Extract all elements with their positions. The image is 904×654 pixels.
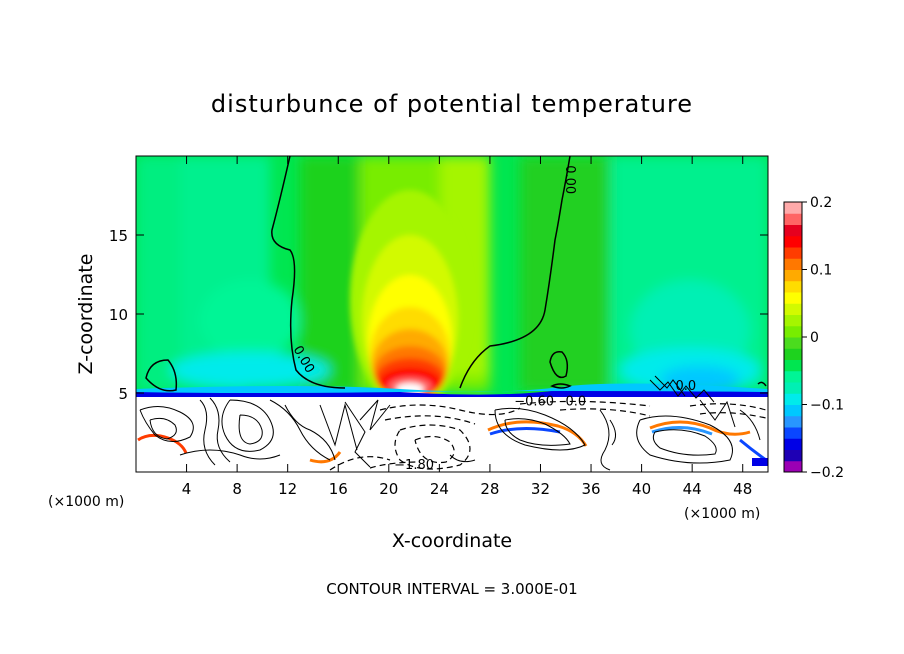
colorbar-swatch <box>784 235 802 248</box>
colorbar: 0.2 0.1 0 −0.1 −0.2 <box>783 195 844 481</box>
x-tick-label: 8 <box>232 480 242 498</box>
colorbar-swatch <box>784 415 802 428</box>
colorbar-swatch <box>784 280 802 293</box>
colorbar-swatch <box>784 224 802 237</box>
x-tick-label: 16 <box>329 480 348 498</box>
colorbar-tick-label: −0.2 <box>810 465 844 481</box>
x-tick-label: 32 <box>531 480 550 498</box>
colorbar-swatch <box>784 404 802 417</box>
x-tick-label: 20 <box>379 480 398 498</box>
chart-title: disturbunce of potential temperature <box>211 90 693 118</box>
y-tick-label: 10 <box>109 306 128 324</box>
colorbar-swatch <box>784 202 802 214</box>
x-tick-label: 40 <box>632 480 651 498</box>
colorbar-swatch <box>784 449 802 462</box>
colorbar-swatch <box>784 247 802 259</box>
y-tick-label: 5 <box>118 385 128 403</box>
colorbar-swatch <box>784 303 802 315</box>
x-tick-label: 4 <box>182 480 192 498</box>
colorbar-swatch <box>784 348 802 360</box>
x-tick-label: 28 <box>480 480 499 498</box>
x-unit-left: (×1000 m) <box>48 494 124 510</box>
contour-interval-note: CONTOUR INTERVAL = 3.000E-01 <box>326 580 577 598</box>
colorbar-swatch <box>784 370 802 383</box>
contour-label: −0.60 <box>514 395 554 410</box>
colorbar-swatch <box>784 427 802 439</box>
x-tick-label: 12 <box>278 480 297 498</box>
colorbar-swatch <box>784 359 802 372</box>
colorbar-swatch <box>784 438 802 450</box>
x-tick-label: 24 <box>430 480 449 498</box>
colorbar-tick-label: 0 <box>810 330 819 346</box>
colorbar-swatch <box>784 393 802 405</box>
colorbar-swatch <box>784 460 802 473</box>
contour-label: 0.00 <box>562 165 577 194</box>
contour-label: −1.80 <box>394 458 434 473</box>
y-tick-label: 15 <box>109 227 128 245</box>
x-tick-label: 44 <box>683 480 702 498</box>
y-axis: 5 10 15 <box>109 227 768 403</box>
colorbar-swatch <box>784 213 802 225</box>
colorbar-swatch <box>784 325 802 338</box>
colorbar-swatch <box>784 337 802 349</box>
x-tick-label: 36 <box>581 480 600 498</box>
contour-labels: 0.000.00−0.60−1.800.00.0 <box>290 165 697 473</box>
colorbar-swatch <box>784 314 802 327</box>
x-unit-right: (×1000 m) <box>684 506 760 522</box>
colorbar-swatch <box>784 292 802 304</box>
colorbar-swatch <box>784 269 802 282</box>
x-axis-label: X-coordinate <box>392 530 512 552</box>
colorbar-swatch <box>784 258 802 270</box>
colorbar-tick-label: 0.1 <box>810 263 832 279</box>
contour-label: 0.0 <box>566 395 587 410</box>
x-tick-label: 48 <box>733 480 752 498</box>
colorbar-tick-label: −0.1 <box>810 398 844 414</box>
x-axis: 4 8 12 16 20 24 28 32 36 40 44 48 <box>182 156 752 498</box>
colorbar-swatch <box>784 382 802 394</box>
colorbar-tick-label: 0.2 <box>810 195 832 211</box>
heatmap-field <box>136 156 768 472</box>
y-axis-label: Z-coordinate <box>75 254 97 375</box>
contour-label: 0.0 <box>675 379 696 394</box>
